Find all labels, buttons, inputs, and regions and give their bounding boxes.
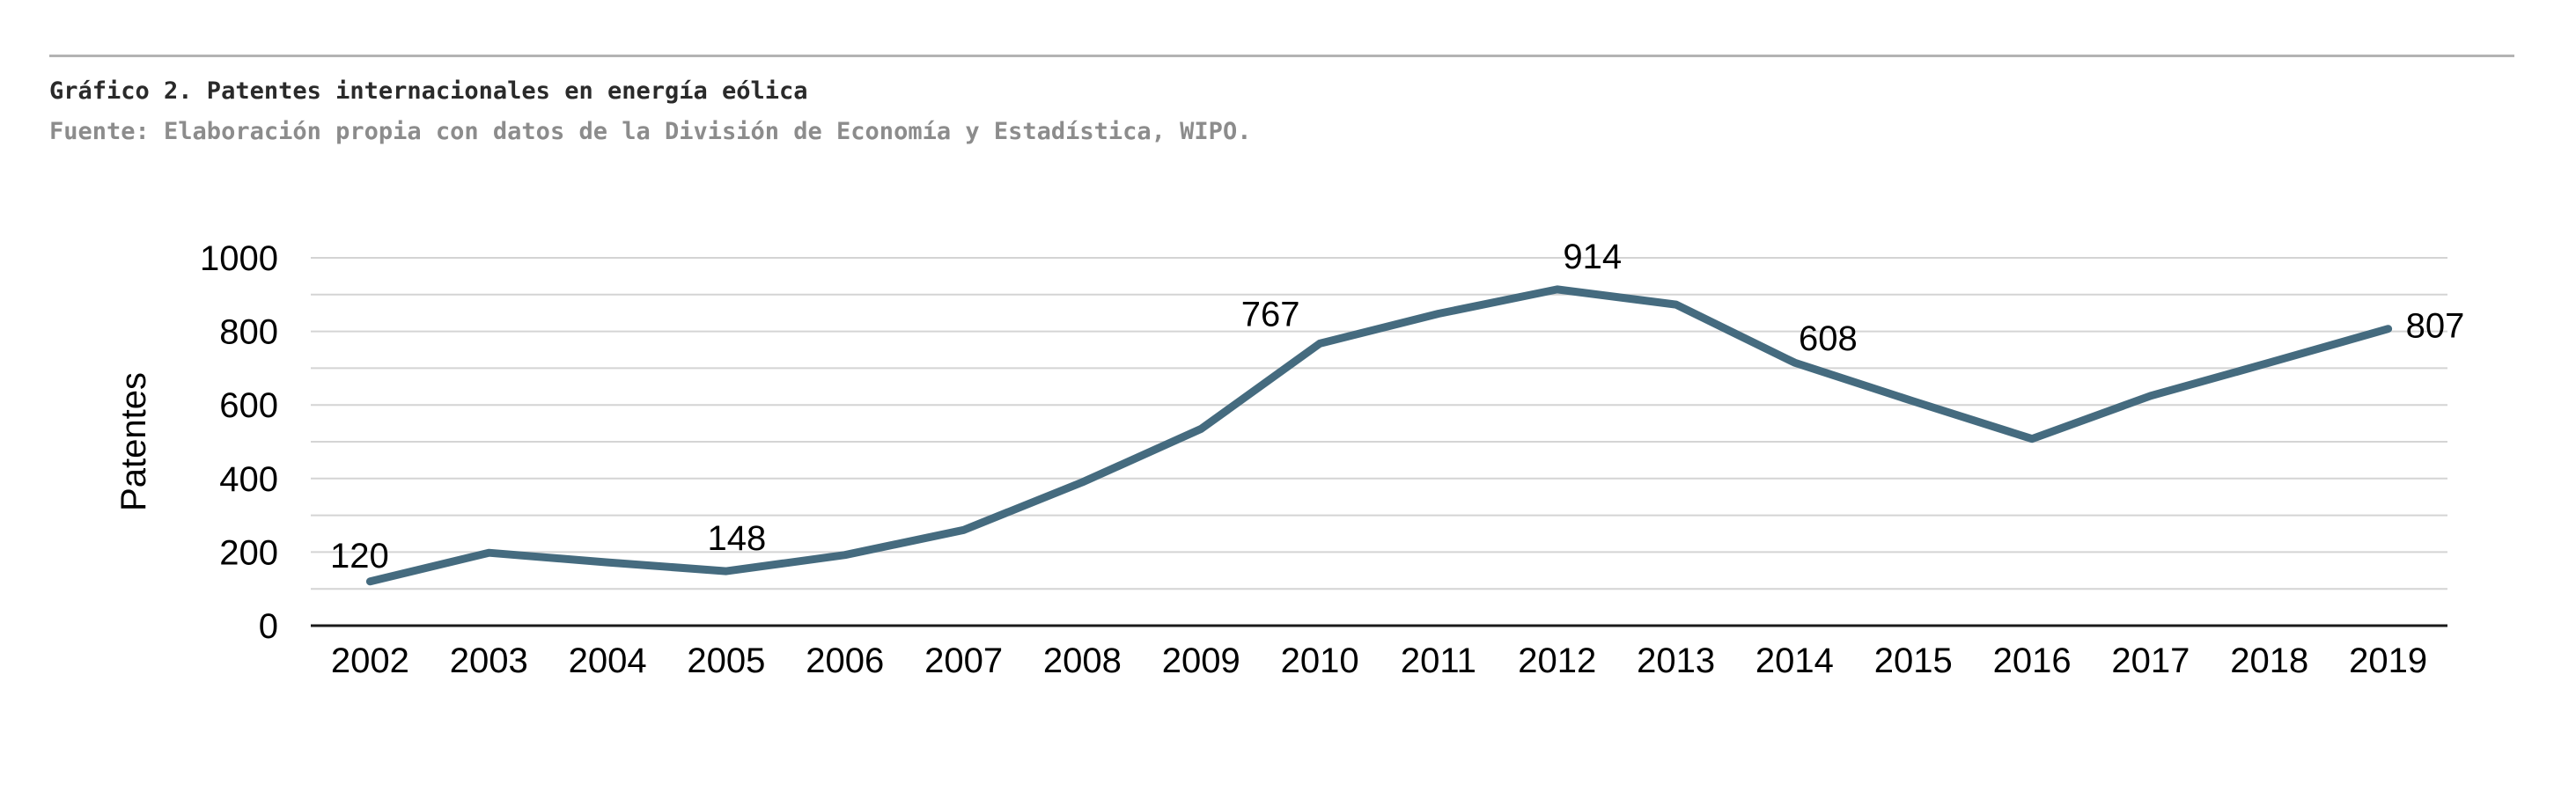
- x-tick-label: 2016: [1993, 641, 2072, 680]
- x-tick-label: 2011: [1401, 641, 1476, 680]
- y-tick-label: 1000: [200, 239, 278, 278]
- data-label: 767: [1241, 295, 1300, 334]
- y-tick-label: 0: [259, 607, 278, 646]
- x-tick-label: 2014: [1755, 641, 1834, 680]
- x-tick-label: 2003: [450, 641, 528, 680]
- y-tick-label: 600: [219, 386, 278, 425]
- data-label: 120: [330, 537, 389, 575]
- data-label: 807: [2406, 307, 2465, 346]
- x-tick-label: 2006: [806, 641, 884, 680]
- x-tick-label: 2017: [2111, 641, 2190, 680]
- data-label: 608: [1799, 319, 1858, 358]
- x-tick-label: 2008: [1043, 641, 1122, 680]
- x-tick-label: 2010: [1281, 641, 1359, 680]
- y-tick-label: 400: [219, 460, 278, 499]
- y-tick-label: 800: [219, 313, 278, 352]
- figure-title: Gráfico 2. Patentes internacionales en e…: [49, 77, 808, 105]
- x-tick-label: 2005: [687, 641, 765, 680]
- x-tick-label: 2013: [1637, 641, 1715, 680]
- x-tick-label: 2002: [331, 641, 409, 680]
- x-tick-label: 2018: [2230, 641, 2308, 680]
- x-tick-label: 2019: [2349, 641, 2427, 680]
- y-tick-label: 200: [219, 533, 278, 572]
- top-divider: [49, 55, 2514, 57]
- figure-source: Fuente: Elaboración propia con datos de …: [49, 118, 1252, 145]
- y-axis-title: Patentes: [114, 372, 153, 511]
- x-tick-label: 2004: [569, 641, 647, 680]
- series-line: [365, 285, 2393, 586]
- data-label: 148: [708, 519, 767, 558]
- data-label: 914: [1563, 238, 1622, 276]
- x-tick-label: 2007: [924, 641, 1003, 680]
- x-tick-label: 2009: [1162, 641, 1240, 680]
- x-tick-label: 2012: [1518, 641, 1596, 680]
- x-tick-label: 2015: [1874, 641, 1953, 680]
